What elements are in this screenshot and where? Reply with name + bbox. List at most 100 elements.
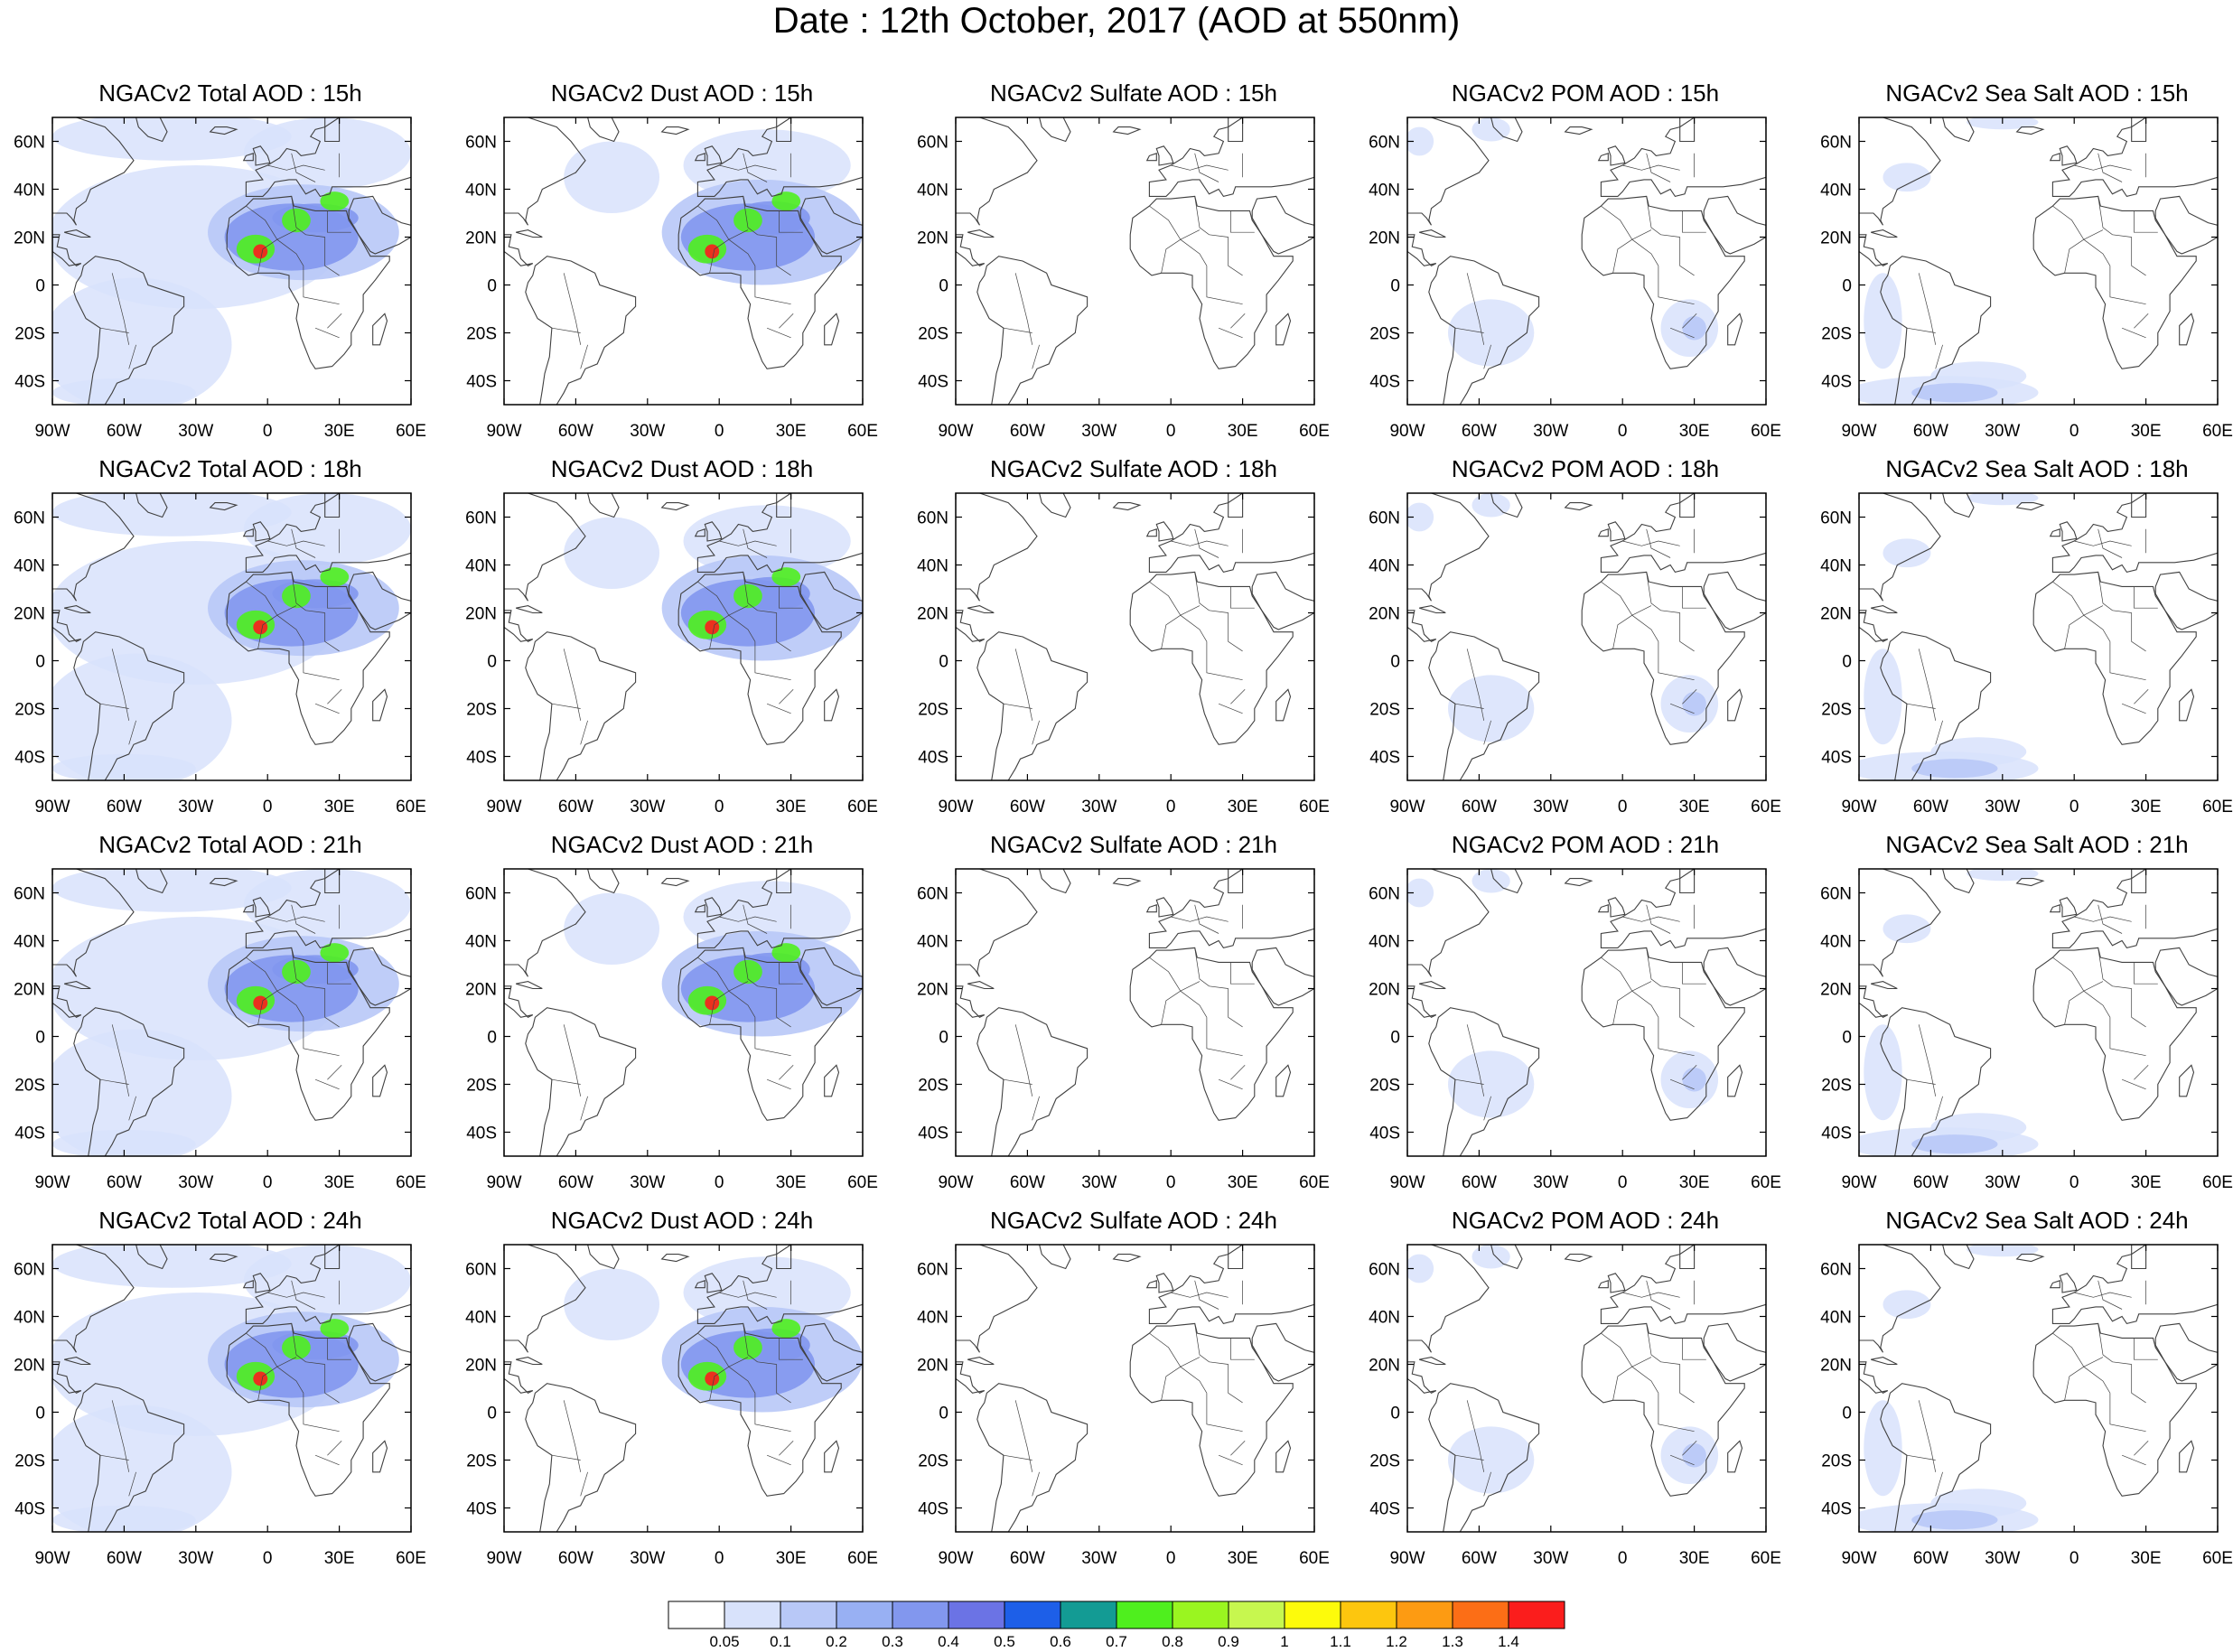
country-border	[1180, 238, 1208, 266]
lat-tick-label: 20N	[465, 229, 497, 248]
aod-plume	[733, 208, 762, 233]
lon-tick-label: 60W	[1913, 798, 1948, 817]
lat-tick-label: 20S	[1369, 1452, 1400, 1471]
country-border	[2064, 990, 2084, 1025]
aod-plume	[705, 1371, 720, 1386]
map-panel-pom-18h: NGACv2 POM AOD : 18h 60N 40N 20N 0 20S 40S 90W 6…	[1355, 455, 1789, 826]
country-border	[1646, 904, 1671, 934]
lat-tick-label: 60N	[465, 1261, 497, 1280]
lat-tick-label: 0	[1842, 653, 1852, 672]
map-frame	[1406, 492, 1767, 781]
country-border	[1483, 1096, 1491, 1121]
coastline-greenland	[135, 1245, 168, 1270]
aod-plume	[320, 1319, 350, 1339]
coastline-britain	[1155, 1273, 1174, 1293]
coastline-madagascar	[1275, 1440, 1292, 1473]
map-panel-dust-18h: NGACv2 Dust AOD : 18h 60N 40N 20N 0 20S 40S 90W…	[452, 455, 885, 826]
lon-tick-label: 60E	[396, 1549, 426, 1568]
lat-tick-label: 0	[939, 277, 948, 296]
panel-title: NGACv2 Dust AOD : 24h	[550, 1207, 814, 1234]
coastline-north-america	[956, 1245, 1038, 1353]
aod-plume	[243, 493, 411, 565]
coastline-middle-east	[2154, 195, 2218, 255]
lon-tick-label: 60W	[1010, 1549, 1045, 1568]
country-border	[779, 1065, 794, 1080]
coastline-cuba	[516, 1357, 543, 1366]
map-panel-seasalt-18h: NGACv2 Sea Salt AOD : 18h 60N 40N 20N 0 20S 40…	[1807, 455, 2233, 826]
colorbar-swatch	[1452, 1601, 1509, 1629]
lon-tick-label: 60W	[1913, 1549, 1948, 1568]
map-frame	[1406, 868, 1767, 1157]
country-border	[246, 205, 297, 240]
country-border	[766, 1078, 791, 1090]
country-border	[327, 586, 351, 609]
country-border	[1218, 703, 1243, 714]
coastline-scandinavia-east	[324, 493, 341, 518]
colorbar-swatch	[1396, 1601, 1453, 1629]
lat-tick-label: 40S	[918, 1125, 948, 1143]
aod-plume	[1883, 1290, 1931, 1320]
country-border	[1631, 990, 1659, 1018]
coastline-madagascar	[372, 313, 388, 346]
lat-tick-label: 20S	[1369, 1077, 1400, 1096]
coastline-britain	[1155, 897, 1174, 918]
lon-tick-label: 90W	[486, 1549, 521, 1568]
map-frame	[51, 868, 412, 1157]
country-border	[2098, 947, 2132, 989]
coastline-ireland	[694, 1280, 705, 1289]
lon-tick-label: 30E	[324, 1549, 355, 1568]
lat-tick-label: 20S	[466, 325, 497, 344]
lat-tick-label: 0	[1842, 1405, 1852, 1423]
lon-tick-label: 0	[1166, 1173, 1176, 1192]
coastline-central-america	[1859, 1361, 1889, 1394]
coastline-madagascar	[1275, 688, 1292, 722]
country-border	[1682, 1065, 1697, 1080]
lat-tick-label: 0	[35, 1029, 45, 1048]
coastline-middle-east	[799, 571, 863, 630]
coastline-scandinavia-east	[324, 869, 341, 894]
country-border	[2134, 1338, 2158, 1360]
lon-tick-label: 0	[715, 1173, 724, 1192]
lat-tick-label: 40S	[918, 1500, 948, 1519]
lon-tick-label: 90W	[1389, 1549, 1425, 1568]
country-border	[1454, 1454, 1484, 1461]
lon-tick-label: 0	[263, 1549, 273, 1568]
aod-plume	[1682, 315, 1706, 341]
aod-plume	[52, 653, 232, 780]
coastline-europe	[1600, 869, 1766, 949]
lon-tick-label: 30E	[2131, 1173, 2162, 1192]
map-plot: 60N 40N 20N 0 20S 40S 90W 60W 30W 0 30E 60E	[1369, 868, 1781, 1192]
coastline-cuba	[967, 981, 995, 990]
country-border	[2052, 205, 2104, 240]
coastline-ireland	[1145, 153, 1157, 162]
coastline-europe	[1148, 117, 1314, 198]
coastline-cuba	[967, 1357, 995, 1366]
aod-plume	[1911, 759, 1998, 779]
map-panel-pom-15h: NGACv2 POM AOD : 15h 60N 40N 20N 0 20S 40S 90W 6…	[1355, 79, 1789, 450]
colorbar-swatch	[1228, 1601, 1285, 1629]
country-border	[776, 612, 791, 652]
lon-tick-label: 0	[1618, 1549, 1628, 1568]
lon-tick-label: 0	[715, 1549, 724, 1568]
colorbar-label: 1.2	[1386, 1633, 1407, 1650]
lat-tick-label: 40S	[1369, 1500, 1400, 1519]
lat-tick-label: 0	[487, 1029, 497, 1048]
country-border	[580, 344, 588, 369]
lat-tick-label: 20N	[1369, 1357, 1400, 1376]
coastline-middle-east	[2154, 571, 2218, 630]
coastline-europe	[245, 493, 411, 574]
country-border	[563, 1024, 582, 1097]
country-border	[1230, 586, 1255, 609]
coastline-middle-east	[2154, 1322, 2218, 1382]
lon-tick-label: 90W	[1389, 798, 1425, 817]
lat-tick-label: 40S	[14, 1125, 45, 1143]
coastline-south-america	[1880, 1007, 1992, 1156]
lon-tick-label: 30E	[2131, 422, 2162, 441]
map-panel-seasalt-15h: NGACv2 Sea Salt AOD : 15h 60N 40N 20N 0 20S 40…	[1807, 79, 2233, 450]
country-border	[324, 612, 340, 652]
country-border	[2121, 1454, 2146, 1466]
lon-tick-label: 30E	[324, 422, 355, 441]
country-border	[291, 1280, 316, 1310]
lon-tick-label: 30E	[1679, 798, 1710, 817]
lon-tick-label: 60W	[558, 798, 593, 817]
